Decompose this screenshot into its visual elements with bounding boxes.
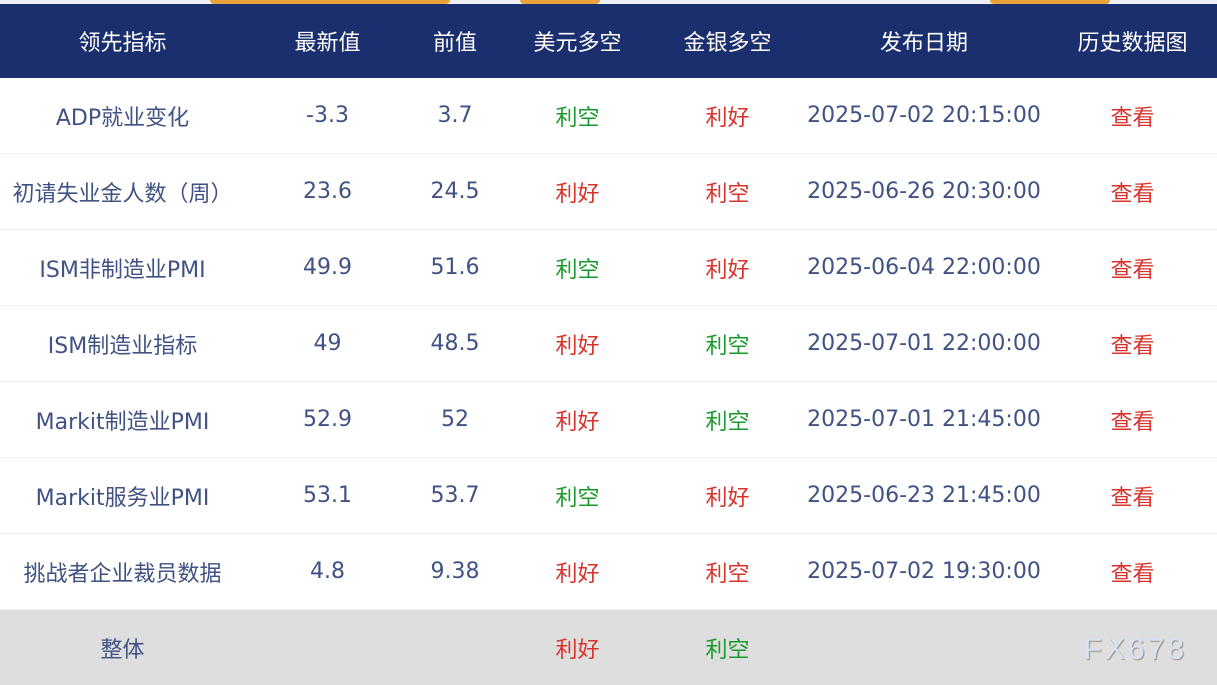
column-header: 历史数据图 [1048,4,1217,78]
table-row: ISM制造业指标 49 48.5 利好 利空 2025-07-01 22:00:00 查看 [0,305,1217,382]
latest-value: -3.3 [245,78,410,154]
release-date: 2025-06-23 21:45:00 [800,457,1048,534]
usd-outlook: 利好 [500,381,655,458]
previous-value: 48.5 [410,305,500,382]
column-header: 美元多空 [500,4,655,78]
indicator-name: ISM非制造业PMI [0,229,245,306]
column-header: 前值 [410,4,500,78]
view-history-link[interactable]: 查看 [1048,229,1217,306]
usd-outlook: 利好 [500,153,655,230]
gold-outlook: 利好 [655,78,800,154]
indicator-name: ADP就业变化 [0,78,245,154]
watermark: FX678 [1083,633,1187,666]
latest-value: 4.8 [245,533,410,610]
indicator-name: Markit服务业PMI [0,457,245,534]
empty-cell [410,609,500,685]
table-row: Markit制造业PMI 52.9 52 利好 利空 2025-07-01 21:45:0… [0,381,1217,458]
logo-fragment [210,0,450,4]
total-gold-outlook: 利空 [655,609,800,685]
empty-cell [1048,609,1217,685]
total-row: 整体 利好 利空 [0,609,1217,685]
gold-outlook: 利好 [655,457,800,534]
usd-outlook: 利空 [500,229,655,306]
view-history-link[interactable]: 查看 [1048,381,1217,458]
indicator-name: Markit制造业PMI [0,381,245,458]
total-usd-outlook: 利好 [500,609,655,685]
previous-value: 51.6 [410,229,500,306]
leading-indicators-table: 领先指标 最新值 前值 美元多空 金银多空 发布日期 历史数据图 ADP就业变化 -3.3 3.… [0,4,1217,685]
total-label: 整体 [0,609,245,685]
indicator-name: 挑战者企业裁员数据 [0,533,245,610]
gold-outlook: 利空 [655,381,800,458]
usd-outlook: 利好 [500,533,655,610]
table-row: Markit服务业PMI 53.1 53.7 利空 利好 2025-06-23 21:45… [0,457,1217,534]
latest-value: 49 [245,305,410,382]
previous-value: 3.7 [410,78,500,154]
usd-outlook: 利好 [500,305,655,382]
column-header: 发布日期 [800,4,1048,78]
previous-value: 53.7 [410,457,500,534]
usd-outlook: 利空 [500,457,655,534]
logo-fragment [520,0,600,4]
previous-value: 52 [410,381,500,458]
view-history-link[interactable]: 查看 [1048,533,1217,610]
table-row: ISM非制造业PMI 49.9 51.6 利空 利好 2025-06-04 22:00:0… [0,229,1217,306]
gold-outlook: 利空 [655,305,800,382]
latest-value: 52.9 [245,381,410,458]
previous-value: 24.5 [410,153,500,230]
logo-fragment [990,0,1110,4]
gold-outlook: 利好 [655,229,800,306]
view-history-link[interactable]: 查看 [1048,153,1217,230]
table-row: 初请失业金人数（周） 23.6 24.5 利好 利空 2025-06-26 20:30:0… [0,153,1217,230]
table-row: ADP就业变化 -3.3 3.7 利空 利好 2025-07-02 20:15:00 查看 [0,78,1217,154]
view-history-link[interactable]: 查看 [1048,457,1217,534]
column-header: 最新值 [245,4,410,78]
latest-value: 53.1 [245,457,410,534]
release-date: 2025-07-01 22:00:00 [800,305,1048,382]
usd-outlook: 利空 [500,78,655,154]
top-banner-strip [0,0,1217,4]
latest-value: 49.9 [245,229,410,306]
previous-value: 9.38 [410,533,500,610]
release-date: 2025-06-26 20:30:00 [800,153,1048,230]
indicator-name: 初请失业金人数（周） [0,153,245,230]
table-row: 挑战者企业裁员数据 4.8 9.38 利好 利空 2025-07-02 19:30:00 查… [0,533,1217,610]
view-history-link[interactable]: 查看 [1048,78,1217,154]
release-date: 2025-07-02 20:15:00 [800,78,1048,154]
release-date: 2025-07-02 19:30:00 [800,533,1048,610]
release-date: 2025-06-04 22:00:00 [800,229,1048,306]
column-header: 金银多空 [655,4,800,78]
view-history-link[interactable]: 查看 [1048,305,1217,382]
gold-outlook: 利空 [655,533,800,610]
release-date: 2025-07-01 21:45:00 [800,381,1048,458]
indicator-name: ISM制造业指标 [0,305,245,382]
latest-value: 23.6 [245,153,410,230]
empty-cell [800,609,1048,685]
table-header: 领先指标 最新值 前值 美元多空 金银多空 发布日期 历史数据图 [0,4,1217,78]
column-header: 领先指标 [0,4,245,78]
gold-outlook: 利空 [655,153,800,230]
empty-cell [245,609,410,685]
